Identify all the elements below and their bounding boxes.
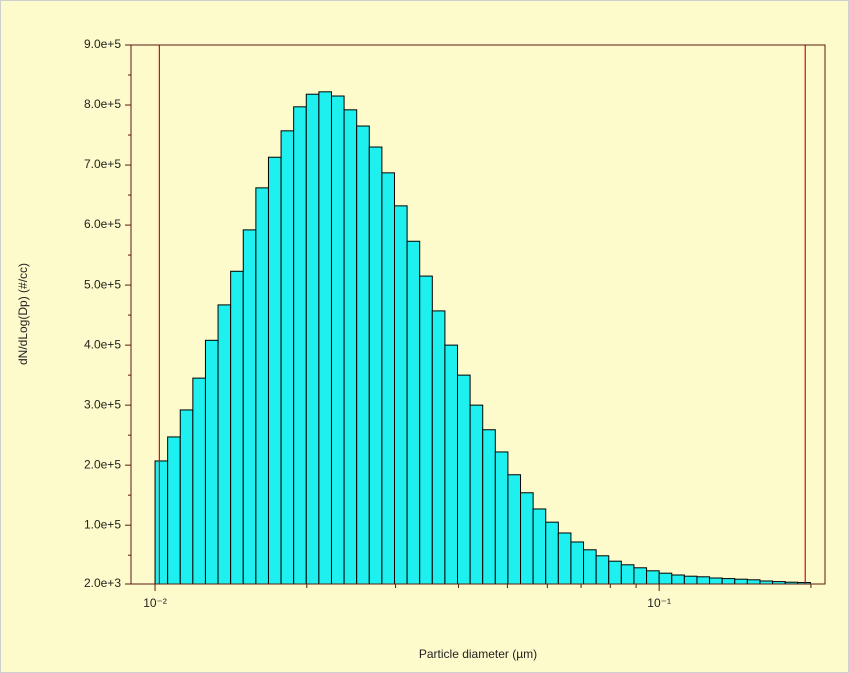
bar [482,429,496,585]
bar [330,95,345,585]
y-axis-label: dN/dLog(Dp) (#/cc) [16,263,30,365]
y-tick-label: 8.0e+5 [84,97,121,111]
bar [381,172,395,585]
bar [671,574,685,585]
plot-frame [130,44,826,585]
bar [507,474,522,585]
bar [230,270,244,585]
bar [154,460,169,585]
bar [356,125,370,585]
bar [242,229,257,585]
x-tick-label: 10⁻¹ [647,596,671,610]
bar [646,570,660,585]
bar [444,344,459,585]
bar [683,575,698,585]
bar [746,579,761,585]
y-tick-label: 5.0e+5 [84,277,121,291]
bar [469,404,484,585]
bar [457,374,471,585]
bar [343,109,358,585]
bar [620,564,635,585]
bar [595,555,610,585]
bar [204,339,219,585]
bar [179,409,194,585]
bar [318,91,332,585]
y-tick-label: 4.0e+5 [84,337,121,351]
y-tick-label: 9.0e+5 [84,37,121,51]
bar [658,572,673,585]
bar [406,240,421,585]
bar [280,130,295,585]
bar [255,187,269,585]
bar [583,549,597,585]
y-tick-label: 7.0e+5 [84,157,121,171]
bar [267,156,282,585]
y-tick-label: 3.0e+5 [84,397,121,411]
x-axis-label: Particle diameter (µm) [419,647,537,661]
bar [608,560,622,585]
bar [633,567,648,585]
bar [293,106,307,585]
bar [696,576,711,585]
bar [570,541,585,585]
bar [431,310,446,585]
bar [532,508,547,585]
bar [419,275,433,585]
bar [393,205,408,585]
x-tick-label: 10⁻² [143,596,167,610]
bar [305,93,320,585]
bar [709,577,723,585]
bar [368,146,383,585]
bar [734,578,748,585]
bar [545,521,559,585]
bar [192,377,206,585]
bar [557,532,572,585]
bar [721,578,736,585]
bar [217,304,232,585]
y-tick-label: 1.0e+5 [84,517,121,531]
y-tick-label: 2.0e+3 [84,576,121,590]
y-tick-label: 6.0e+5 [84,217,121,231]
bar [520,492,534,585]
bar [167,436,181,585]
bar [494,451,509,585]
y-tick-label: 2.0e+5 [84,457,121,471]
